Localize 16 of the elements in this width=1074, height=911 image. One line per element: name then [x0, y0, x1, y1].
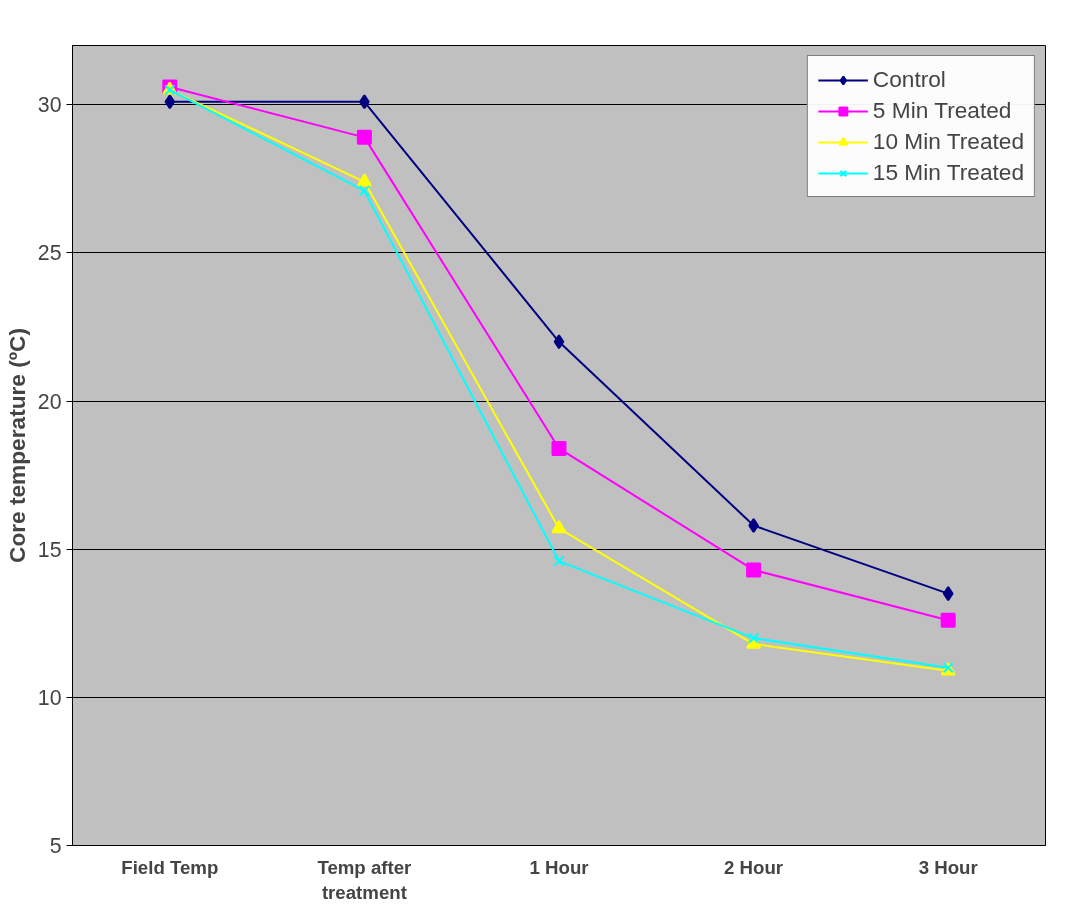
x-tick-label: Temp after treatment: [317, 856, 412, 903]
legend-label: 5 Min Treated: [872, 97, 1012, 124]
y-tick-label: 25: [37, 241, 62, 266]
y-axis-title: Core temperature (ºC): [3, 328, 30, 563]
x-tick-label: Field Temp: [121, 856, 219, 878]
legend-label: 15 Min Treated: [872, 159, 1024, 186]
y-tick-label: 10: [37, 685, 62, 710]
legend-label: 10 Min Treated: [872, 128, 1024, 155]
y-tick-label: 5: [49, 834, 62, 858]
y-tick-label: 30: [37, 93, 62, 118]
x-tick-label: 3 Hour: [918, 856, 978, 878]
x-tick-label: 1 Hour: [529, 856, 589, 878]
y-tick-label: 15: [37, 537, 62, 562]
y-tick-label: 20: [37, 389, 62, 414]
x-tick-label: 2 Hour: [724, 856, 784, 878]
legend-label: Control: [872, 66, 946, 93]
